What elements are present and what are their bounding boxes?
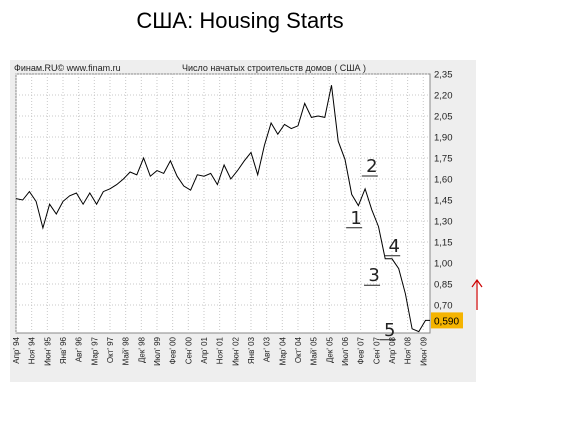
handwritten-annotations: 1 2 34 5 <box>346 156 401 341</box>
chart-subtitle: Число начатых строительств домов ( США ) <box>182 63 366 73</box>
chart-source-label: Финам.RU© www.finam.ru <box>14 63 121 73</box>
annotation-label: 1 <box>350 208 361 229</box>
chart-frame: 2,35 2,20 2,05 1,90 1,75 1,60 1,45 1,30 1,15 1,00… <box>10 60 476 382</box>
x-tick-label: Фев' 07 <box>357 336 366 364</box>
housing-starts-series-line <box>15 85 430 333</box>
x-tick-label: Мар' 04 <box>278 336 287 365</box>
x-tick-label: Июн' 09 <box>419 336 428 365</box>
last-value-marker: 0,590 <box>431 312 463 329</box>
x-tick-label: Июл' 99 <box>153 336 162 365</box>
x-tick-label: Апр' 01 <box>200 336 209 363</box>
x-tick-label: Янв' 96 <box>59 336 68 364</box>
x-tick-label: Ноя' 94 <box>28 336 37 364</box>
y-tick-label: 1,75 <box>434 154 453 165</box>
x-tick-label: Дек' 98 <box>137 336 146 363</box>
x-tick-label: Сен' 07 <box>372 336 381 364</box>
annotation-label: 4 <box>388 236 399 257</box>
annotation-label: 2 <box>366 156 377 177</box>
last-value-label: 0,590 <box>434 316 459 327</box>
page-title: США: Housing Starts <box>136 8 344 33</box>
x-tick-label: Дек' 05 <box>325 336 334 363</box>
x-tick-label: Июн' 02 <box>231 336 240 365</box>
grid <box>15 73 430 333</box>
y-tick-label: 1,60 <box>434 175 453 186</box>
x-tick-label: Ноя' 08 <box>404 336 413 364</box>
annotation-label: 3 <box>368 265 379 286</box>
plot-area <box>15 73 431 334</box>
x-tick-label: Апр' 08 <box>388 336 397 363</box>
x-axis: Апр' 94 Ноя' 94 Июн' 95 Янв' 96 Авг' 96 Мар' … <box>12 336 428 365</box>
x-tick-label: Май' 98 <box>122 336 131 365</box>
y-tick-label: 1,90 <box>434 133 453 144</box>
x-tick-label: Ноя' 01 <box>216 336 225 364</box>
up-arrow-icon <box>471 278 483 310</box>
x-tick-label: Май' 05 <box>310 336 319 365</box>
y-tick-label: 2,05 <box>434 112 453 123</box>
x-tick-label: Апр' 94 <box>12 336 21 363</box>
x-tick-label: Авг' 96 <box>75 336 84 362</box>
annotation-label: 5 <box>384 320 395 341</box>
x-tick-label: Фев' 00 <box>169 336 178 364</box>
x-tick-label: Июл' 06 <box>341 336 350 365</box>
x-tick-label: Окт' 04 <box>294 336 303 363</box>
x-tick-label: Янв' 03 <box>247 336 256 364</box>
line-chart: 2,35 2,20 2,05 1,90 1,75 1,60 1,45 1,30 1,15 1,00… <box>12 63 463 366</box>
x-tick-label: Мар' 97 <box>90 336 99 365</box>
x-tick-label: Окт' 97 <box>106 336 115 363</box>
y-tick-label: 1,45 <box>434 196 453 207</box>
x-tick-label: Сен' 00 <box>184 336 193 364</box>
x-tick-label: Авг' 03 <box>263 336 272 362</box>
y-tick-label: 2,20 <box>434 91 453 102</box>
y-tick-label: 1,30 <box>434 217 453 228</box>
x-tick-label: Июн' 95 <box>43 336 52 365</box>
y-tick-label: 1,00 <box>434 259 453 270</box>
y-tick-label: 2,35 <box>434 70 453 81</box>
y-tick-label: 1,15 <box>434 238 453 249</box>
y-tick-label: 0,70 <box>434 301 453 312</box>
last-value-box <box>431 312 463 329</box>
y-axis: 2,35 2,20 2,05 1,90 1,75 1,60 1,45 1,30 1,15 1,00… <box>434 70 453 312</box>
y-tick-label: 0,85 <box>434 280 453 291</box>
